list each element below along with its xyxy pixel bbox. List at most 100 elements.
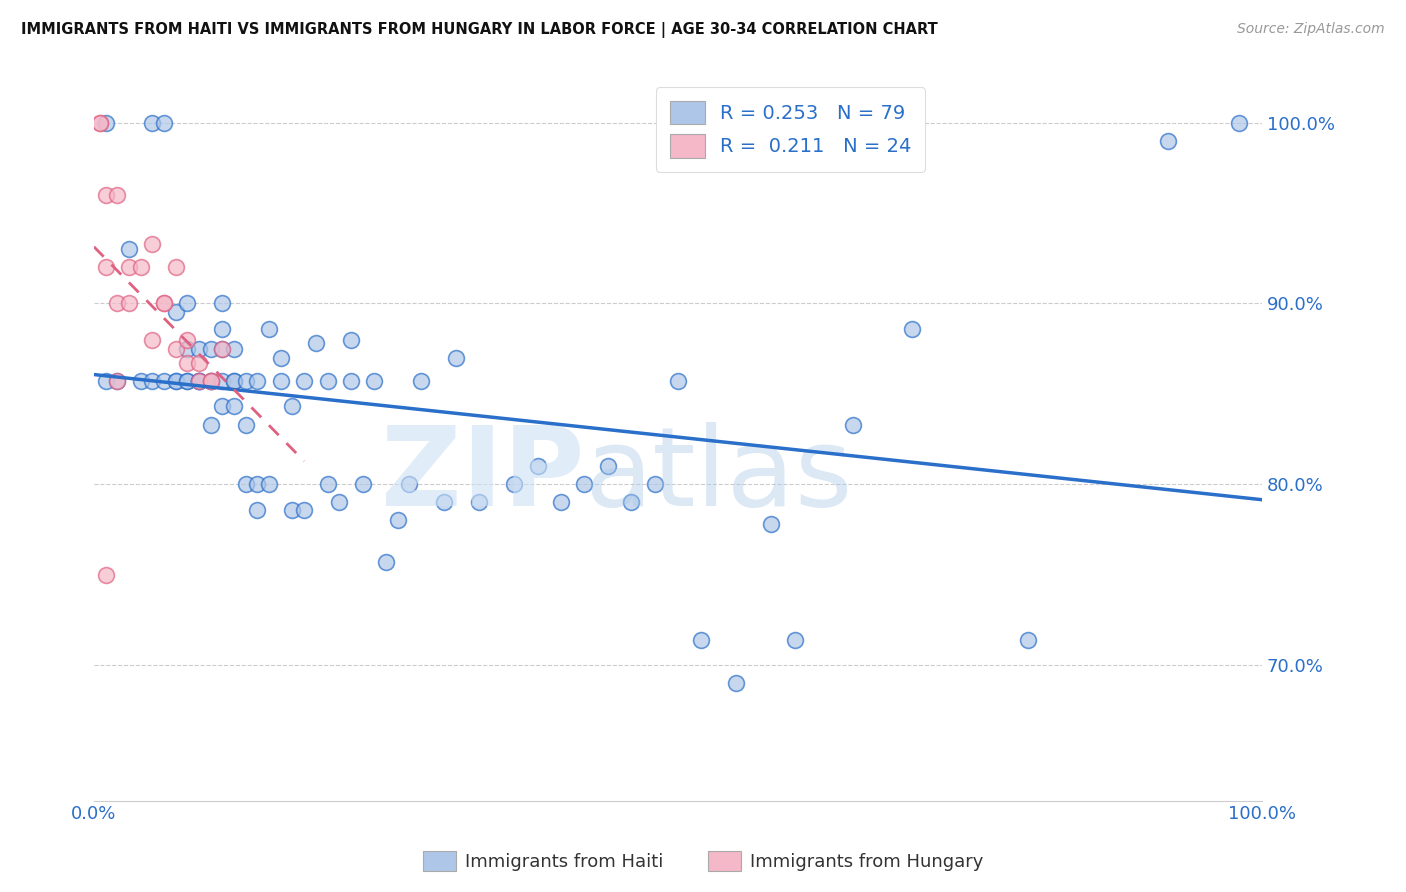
Point: [176, 333, 198, 347]
Point: [246, 477, 269, 491]
Point: [200, 374, 222, 388]
Point: [89, 115, 111, 129]
Point: [328, 495, 350, 509]
Point: [235, 374, 257, 388]
Point: [211, 374, 233, 388]
Point: [118, 296, 141, 310]
Point: [1157, 134, 1180, 148]
Point: [188, 374, 211, 388]
Point: [246, 502, 269, 516]
Point: [153, 296, 176, 310]
Text: ZIP: ZIP: [381, 422, 585, 529]
Point: [176, 374, 198, 388]
Point: [574, 477, 596, 491]
Point: [94, 188, 117, 202]
Point: [165, 260, 187, 275]
Point: [188, 374, 211, 388]
Point: [129, 374, 152, 388]
Point: [165, 374, 187, 388]
Point: [89, 115, 111, 129]
Point: [842, 417, 865, 432]
Point: [211, 342, 233, 356]
Point: [316, 477, 339, 491]
Point: [666, 374, 689, 388]
Text: atlas: atlas: [585, 422, 853, 529]
Point: [550, 495, 572, 509]
Point: [644, 477, 666, 491]
Point: [257, 477, 280, 491]
Point: [292, 502, 315, 516]
Point: [1017, 632, 1039, 647]
Point: [222, 342, 245, 356]
Point: [620, 495, 643, 509]
Point: [235, 417, 257, 432]
Legend: R = 0.253   N = 79, R =  0.211   N = 24: R = 0.253 N = 79, R = 0.211 N = 24: [657, 87, 925, 171]
Point: [222, 400, 245, 414]
Point: [200, 417, 222, 432]
Point: [352, 477, 374, 491]
Point: [222, 374, 245, 388]
Point: [94, 374, 117, 388]
Point: [141, 374, 163, 388]
Point: [105, 188, 128, 202]
Point: [94, 260, 117, 275]
Point: [444, 351, 467, 365]
Point: [176, 356, 198, 370]
Point: [153, 115, 176, 129]
Point: [165, 305, 187, 319]
Point: [188, 374, 211, 388]
Point: [105, 374, 128, 388]
Point: [176, 296, 198, 310]
Point: [200, 374, 222, 388]
Point: [200, 374, 222, 388]
Point: [141, 115, 163, 129]
Point: [690, 632, 713, 647]
Point: [900, 322, 922, 336]
Point: [200, 374, 222, 388]
Point: [292, 374, 315, 388]
Legend: Immigrants from Haiti, Immigrants from Hungary: Immigrants from Haiti, Immigrants from H…: [416, 844, 990, 879]
Point: [176, 374, 198, 388]
Point: [211, 322, 233, 336]
Point: [433, 495, 456, 509]
Point: [281, 502, 304, 516]
Point: [94, 567, 117, 582]
Point: [188, 374, 211, 388]
Point: [374, 555, 396, 569]
Point: [235, 477, 257, 491]
Point: [409, 374, 432, 388]
Point: [211, 400, 233, 414]
Point: [176, 342, 198, 356]
Point: [200, 342, 222, 356]
Text: Source: ZipAtlas.com: Source: ZipAtlas.com: [1237, 22, 1385, 37]
Point: [503, 477, 526, 491]
Point: [398, 477, 420, 491]
Point: [94, 115, 117, 129]
Point: [363, 374, 385, 388]
Point: [468, 495, 491, 509]
Point: [211, 296, 233, 310]
Point: [316, 374, 339, 388]
Point: [526, 459, 548, 474]
Point: [153, 374, 176, 388]
Point: [596, 459, 619, 474]
Point: [340, 333, 363, 347]
Point: [387, 513, 409, 527]
Point: [1227, 115, 1250, 129]
Point: [270, 351, 292, 365]
Point: [246, 374, 269, 388]
Point: [165, 374, 187, 388]
Point: [270, 374, 292, 388]
Point: [188, 342, 211, 356]
Point: [761, 516, 783, 531]
Point: [105, 296, 128, 310]
Point: [129, 260, 152, 275]
Point: [257, 322, 280, 336]
Point: [281, 400, 304, 414]
Point: [118, 242, 141, 256]
Point: [118, 260, 141, 275]
Point: [165, 342, 187, 356]
Point: [188, 356, 211, 370]
Point: [211, 342, 233, 356]
Point: [222, 374, 245, 388]
